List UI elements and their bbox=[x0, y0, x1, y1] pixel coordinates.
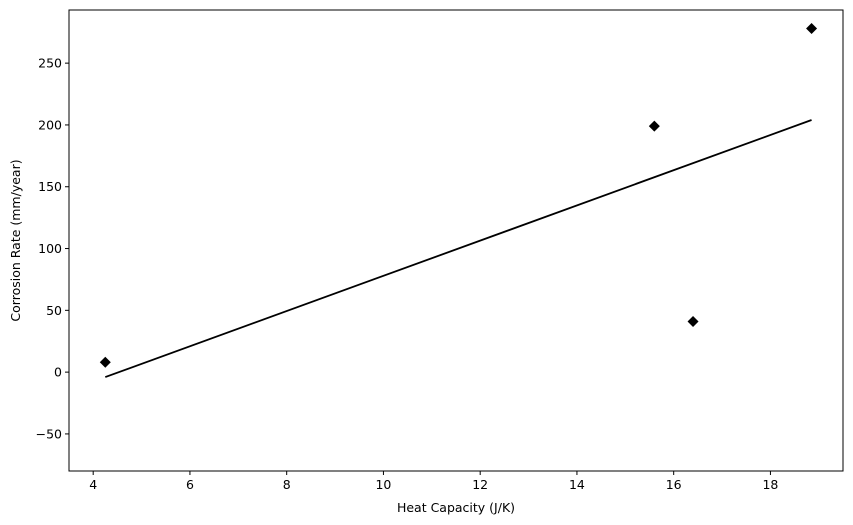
x-tick-label: 10 bbox=[375, 477, 391, 492]
y-tick-label: −50 bbox=[36, 426, 62, 441]
trend-line bbox=[104, 119, 812, 378]
data-point bbox=[806, 23, 818, 35]
y-axis-label: Corrosion Rate (mm/year) bbox=[8, 159, 23, 321]
x-tick-label: 6 bbox=[186, 477, 194, 492]
x-tick-label: 4 bbox=[89, 477, 97, 492]
y-tick-label: 250 bbox=[38, 56, 62, 71]
x-axis-label: Heat Capacity (J/K) bbox=[397, 500, 515, 515]
series-layer bbox=[99, 23, 818, 378]
x-tick-label: 16 bbox=[666, 477, 682, 492]
x-tick-label: 8 bbox=[283, 477, 291, 492]
y-tick-label: 0 bbox=[54, 365, 62, 380]
y-tick-label: 50 bbox=[46, 303, 62, 318]
y-tick-label: 100 bbox=[38, 241, 62, 256]
y-tick-label: 200 bbox=[38, 117, 62, 132]
data-point bbox=[687, 315, 699, 327]
data-point bbox=[648, 120, 660, 132]
plot-area bbox=[68, 9, 844, 472]
data-point bbox=[99, 356, 111, 368]
y-tick-label: 150 bbox=[38, 179, 62, 194]
x-tick-label: 14 bbox=[569, 477, 585, 492]
x-tick-label: 18 bbox=[762, 477, 778, 492]
x-tick-label: 12 bbox=[472, 477, 488, 492]
y-axis-ticks: −50 0 50 100 150 200 250 bbox=[36, 56, 69, 441]
x-axis-ticks: 4 6 8 10 12 14 16 18 bbox=[89, 471, 778, 492]
